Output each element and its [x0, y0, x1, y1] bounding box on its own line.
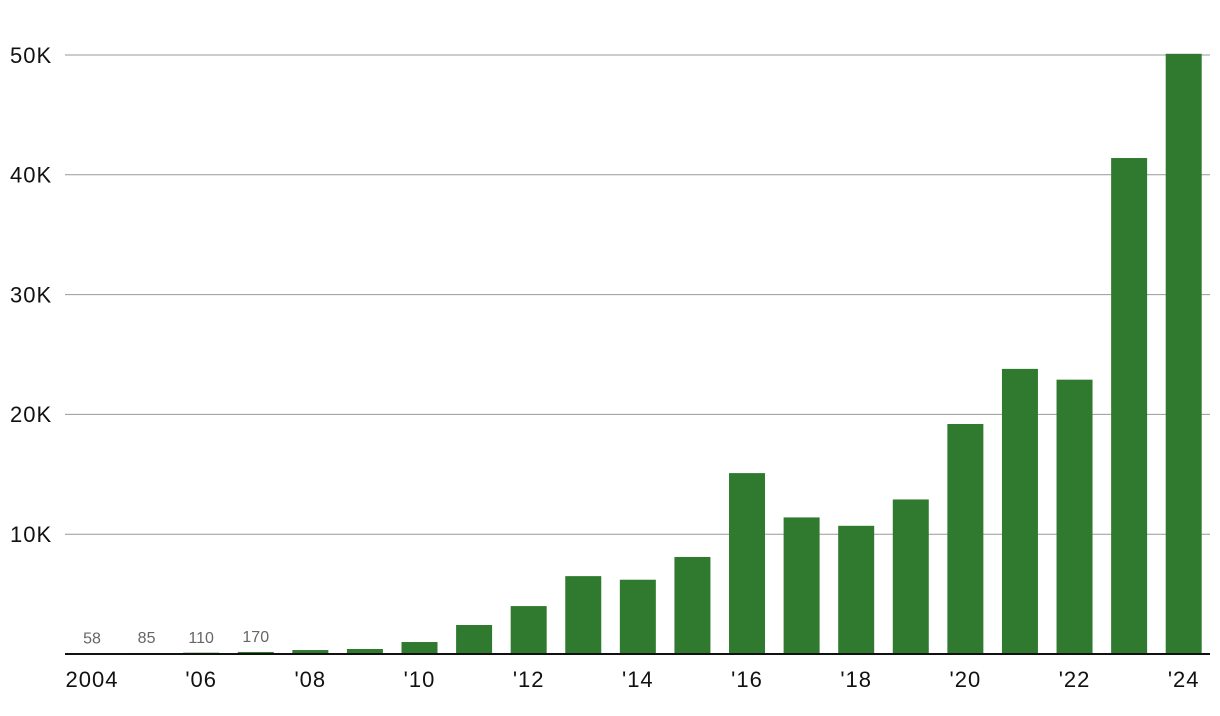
bar	[729, 473, 766, 654]
bar	[401, 642, 438, 654]
x-tick-label: '10	[404, 667, 436, 692]
bar	[510, 606, 547, 654]
bar	[1165, 53, 1202, 654]
x-tick-label: '16	[731, 667, 763, 692]
x-tick-label: '06	[185, 667, 217, 692]
x-tick-label: '14	[622, 667, 654, 692]
bar	[783, 517, 820, 654]
bar	[237, 651, 274, 654]
bar	[346, 648, 383, 654]
bar	[1001, 368, 1038, 654]
y-tick-label: 10K	[10, 522, 52, 547]
bar	[292, 650, 329, 654]
bar	[838, 525, 875, 654]
y-tick-label: 40K	[10, 163, 52, 188]
bar	[619, 579, 656, 654]
x-tick-label: '24	[1168, 667, 1200, 692]
data-label: 170	[242, 629, 269, 646]
x-tick-label: '20	[950, 667, 982, 692]
bar	[947, 423, 984, 654]
x-tick-label: '22	[1059, 667, 1091, 692]
x-tick-label: 2004	[66, 667, 119, 692]
y-tick-label: 50K	[10, 43, 52, 68]
data-label: 110	[188, 630, 214, 647]
data-label: 85	[138, 630, 156, 647]
bar	[1056, 379, 1093, 654]
bar	[1111, 158, 1148, 654]
y-tick-label: 20K	[10, 402, 52, 427]
x-tick-label: '08	[294, 667, 326, 692]
bar	[456, 625, 493, 654]
x-tick-label: '18	[840, 667, 872, 692]
bar	[892, 499, 929, 654]
bar	[674, 556, 711, 654]
bar	[565, 576, 602, 654]
x-tick-label: '12	[513, 667, 545, 692]
y-tick-label: 30K	[10, 282, 52, 307]
data-label: 58	[83, 631, 101, 648]
